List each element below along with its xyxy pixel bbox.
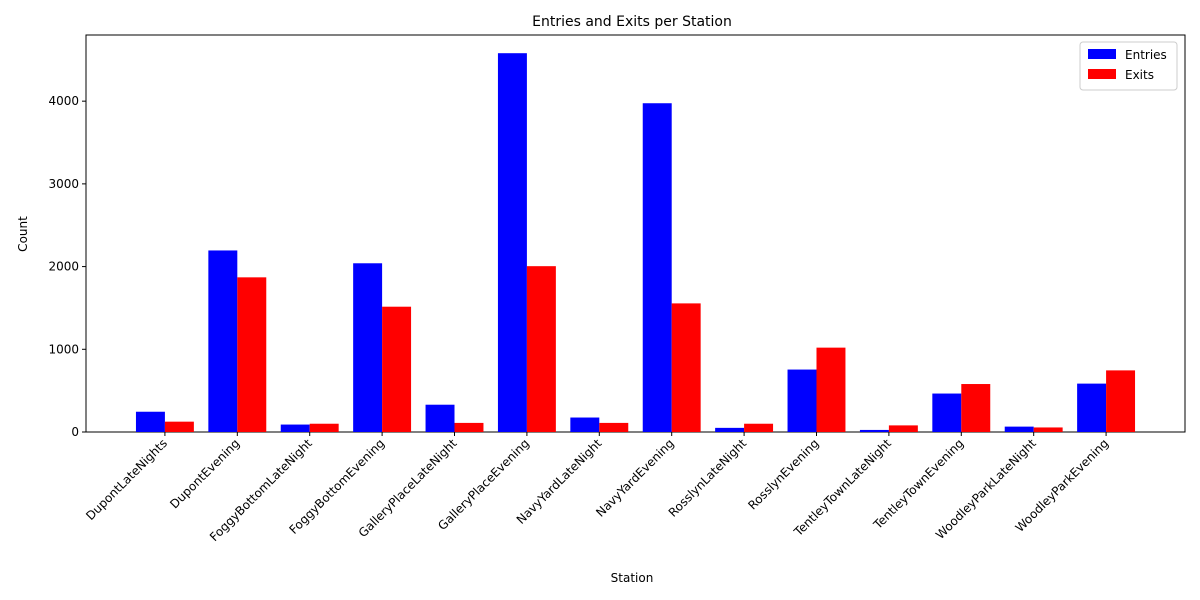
chart-title: Entries and Exits per Station [532, 14, 732, 30]
bar-entries-1 [208, 250, 238, 432]
bar-entries-2 [280, 424, 310, 432]
bar-entries-5 [497, 53, 527, 433]
x-tick-label-7: NavyYardEvening [593, 436, 677, 520]
bar-exits-9 [816, 347, 846, 432]
legend-swatch-entries [1088, 49, 1116, 59]
bar-exits-11 [961, 384, 991, 432]
bar-entries-13 [1077, 383, 1107, 432]
bar-exits-6 [599, 422, 629, 432]
bar-exits-4 [454, 422, 484, 432]
bar-exits-3 [382, 306, 412, 432]
x-axis-label: Station [611, 571, 654, 585]
bar-entries-3 [353, 263, 383, 432]
bar-exits-7 [671, 303, 701, 432]
x-tick-label-9: RosslynEvening [745, 436, 821, 512]
x-axis: DupontLateNightsDupontEveningFoggyBottom… [83, 432, 1111, 544]
bar-exits-5 [526, 266, 556, 432]
bar-entries-7 [642, 103, 672, 432]
bar-exits-1 [237, 277, 267, 432]
y-axis-label: Count [16, 216, 30, 252]
plot-frame [85, 34, 1186, 433]
bar-exits-10 [888, 425, 918, 432]
y-tick-label-3: 3000 [48, 177, 79, 191]
bar-entries-6 [570, 417, 600, 432]
bar-entries-12 [1004, 426, 1034, 432]
y-axis: 0 1000 2000 3000 4000 [48, 94, 86, 439]
bar-entries-10 [859, 429, 889, 432]
y-tick-label-0: 0 [71, 425, 79, 439]
bar-entries-11 [932, 393, 962, 432]
bar-exits-8 [744, 423, 774, 432]
legend-label-entries: Entries [1125, 48, 1167, 62]
bar-entries-0 [135, 411, 165, 432]
legend-label-exits: Exits [1125, 68, 1154, 82]
legend: Entries Exits [1079, 41, 1178, 91]
x-tick-label-8: RosslynLateNight [666, 436, 750, 520]
x-tick-label-1: DupontEvening [167, 436, 242, 511]
bar-exits-13 [1106, 370, 1136, 432]
bar-exits-2 [309, 423, 339, 432]
bar-entries-9 [787, 369, 817, 432]
bar-entries-4 [425, 404, 455, 432]
y-tick-label-4: 4000 [48, 94, 79, 108]
x-tick-label-0: DupontLateNights [83, 436, 170, 523]
plot-area [85, 34, 1186, 433]
bar-exits-0 [164, 421, 194, 432]
y-tick-label-2: 2000 [48, 260, 79, 274]
bar-exits-12 [1033, 427, 1063, 432]
bar-entries-8 [715, 427, 745, 432]
y-tick-label-1: 1000 [48, 342, 79, 356]
legend-swatch-exits [1088, 69, 1116, 79]
bars-group [135, 53, 1136, 433]
